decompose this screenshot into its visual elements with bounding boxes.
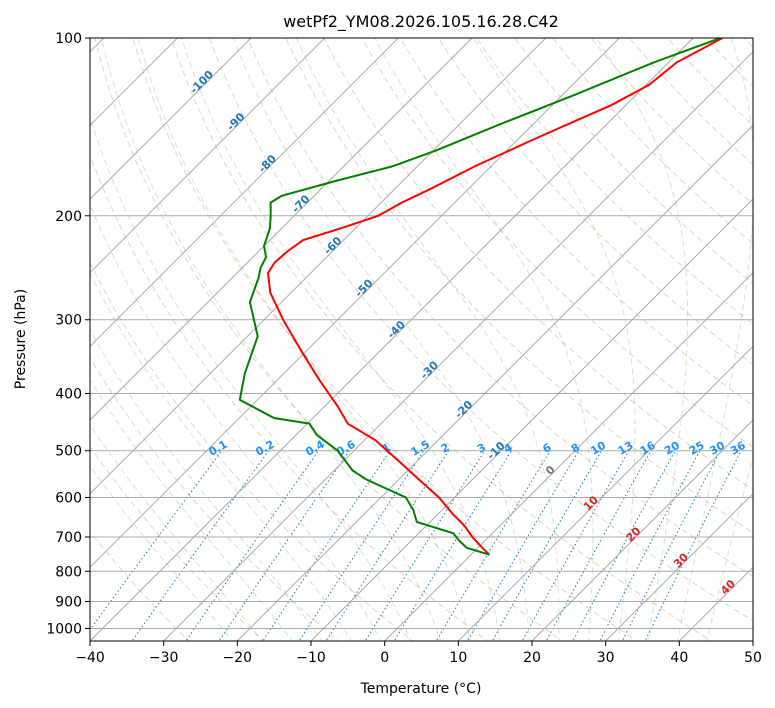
x-axis-label: Temperature (°C) xyxy=(360,681,482,697)
y-tick-label: 200 xyxy=(55,209,82,225)
mixing-ratio-line xyxy=(599,450,701,641)
dry-adiabat xyxy=(90,261,414,641)
profile-layer xyxy=(238,38,723,556)
mixing-ratio-line xyxy=(185,450,320,641)
y-tick-label: 900 xyxy=(55,594,82,610)
dry-adiabat xyxy=(514,38,753,285)
dry-adiabat xyxy=(437,38,753,366)
isotherm-line xyxy=(90,38,620,569)
isotherm-line xyxy=(90,38,694,641)
dry-adiabat xyxy=(361,38,753,449)
x-tick-label: 50 xyxy=(744,650,762,666)
mixing-ratio-line xyxy=(218,450,350,641)
grid-layer: -100-90-80-70-60-50-40-30-20-100.1 0.2 0.4… xyxy=(90,38,753,641)
mixing-ratio-line xyxy=(325,450,450,641)
y-tick-label: 300 xyxy=(55,313,82,329)
mixing-ratio-line xyxy=(262,450,391,641)
isotherm-line xyxy=(90,38,473,421)
moist-adiabat xyxy=(90,115,412,641)
y-tick-label: 800 xyxy=(55,564,82,580)
isotherm-line xyxy=(90,38,326,274)
y-axis-label: Pressure (hPa) xyxy=(13,289,29,389)
dry-adiabat xyxy=(399,38,753,407)
x-tick-label: 0 xyxy=(380,650,389,666)
y-tick-label: 100 xyxy=(55,31,82,47)
isotherm-line xyxy=(163,50,753,641)
isotherm-line xyxy=(90,38,399,348)
isotherm-line xyxy=(531,419,753,641)
mixing-ratio-line xyxy=(131,450,270,641)
x-tick-label: −30 xyxy=(149,650,179,666)
isotherm-line xyxy=(457,345,753,641)
y-tick-label: 500 xyxy=(55,444,82,460)
mixing-ratio-line xyxy=(90,450,223,631)
isotherm-line xyxy=(90,38,547,495)
x-tick-label: −10 xyxy=(296,650,326,666)
mixing-ratio-line xyxy=(545,450,652,641)
isotherm-line xyxy=(310,198,753,641)
isotherm-line xyxy=(605,492,753,641)
moist-adiabat xyxy=(90,203,382,641)
y-tick-label: 700 xyxy=(55,530,82,546)
x-tick-label: −40 xyxy=(75,650,105,666)
mixing-ratio-line xyxy=(435,450,551,641)
plot-frame xyxy=(89,37,754,642)
isotherm-line xyxy=(90,38,252,200)
x-tick-label: 10 xyxy=(449,650,467,666)
y-tick-label: 1000 xyxy=(46,621,82,637)
y-tick-label: 600 xyxy=(55,490,82,506)
mixing-ratio-line xyxy=(364,450,486,641)
temperature-profile-line xyxy=(266,38,723,556)
mixing-ratio-line xyxy=(298,450,425,641)
dry-adiabat xyxy=(323,38,753,491)
mixing-ratio-line xyxy=(572,450,676,641)
mixing-ratio-line xyxy=(466,450,580,641)
dry-adiabat xyxy=(285,38,753,534)
x-tick-label: 20 xyxy=(523,650,541,666)
dry-adiabat xyxy=(247,38,753,577)
isotherm-line xyxy=(236,124,753,641)
y-tick-label: 400 xyxy=(55,387,82,403)
isotherm-line xyxy=(384,271,753,641)
x-tick-label: −20 xyxy=(223,650,253,666)
x-tick-label: 40 xyxy=(670,650,688,666)
x-tick-label: 30 xyxy=(597,650,615,666)
dry-adiabat xyxy=(476,38,753,325)
axis-layer: −40 −30 −20 −10 0 10 20 30 40 50 1000 900 800 700 600 5… xyxy=(46,31,762,666)
dewpoint-profile-line xyxy=(238,38,721,556)
chart-title: wetPf2_YM08.2026.105.16.28.C42 xyxy=(283,12,559,32)
